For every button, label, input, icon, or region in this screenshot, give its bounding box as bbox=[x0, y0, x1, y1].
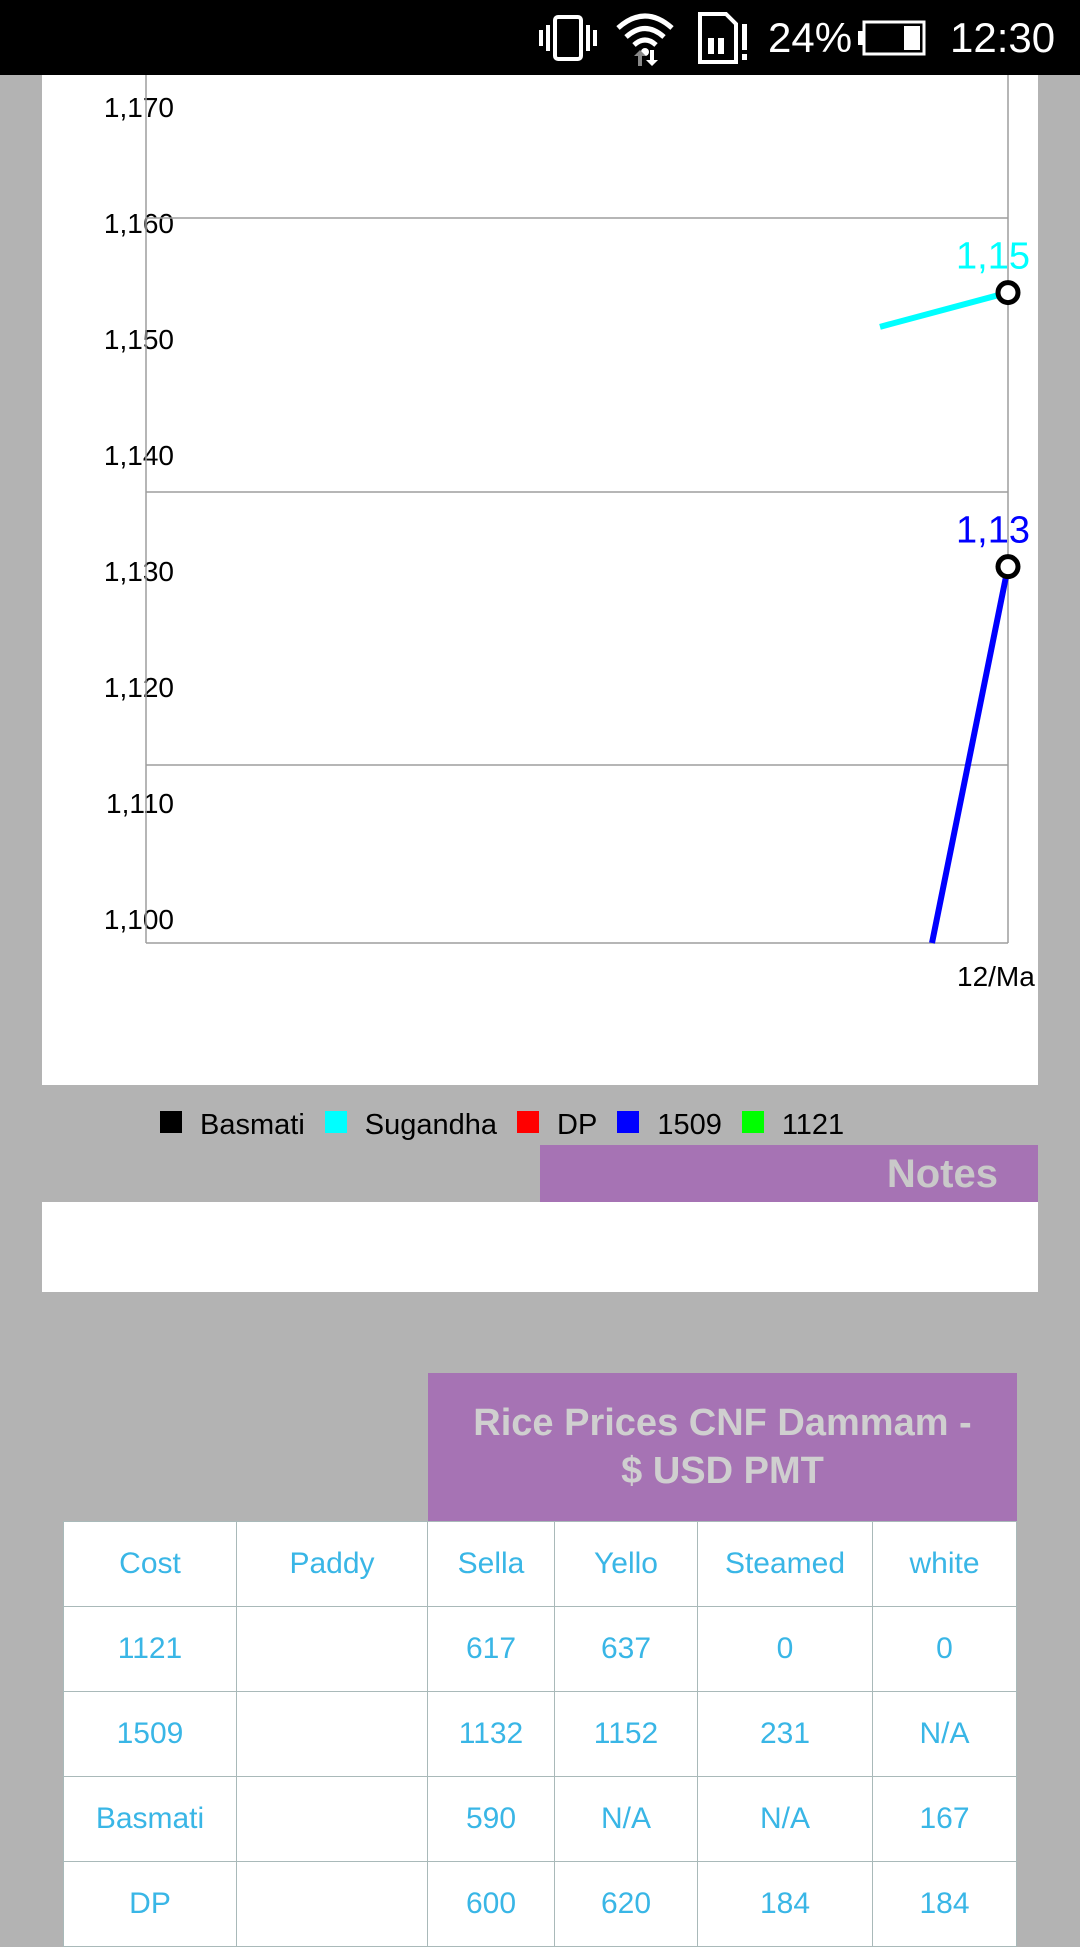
table-cell: 1121 bbox=[63, 1606, 237, 1692]
legend-label: Sugandha bbox=[364, 1109, 498, 1141]
data-point-sugandha bbox=[995, 280, 1021, 306]
table-cell: N/A bbox=[554, 1776, 698, 1862]
series-line-1509 bbox=[929, 566, 1011, 944]
table-row: Basmati 590 N/A N/A 167 bbox=[63, 1776, 1017, 1862]
legend-label: 1509 bbox=[657, 1109, 722, 1141]
table-cell: Basmati bbox=[63, 1776, 237, 1862]
table-cell: N/A bbox=[697, 1776, 873, 1862]
column-header: Sella bbox=[427, 1521, 555, 1607]
wifi-icon bbox=[614, 0, 676, 75]
table-cell: 590 bbox=[427, 1776, 555, 1862]
table-cell bbox=[236, 1776, 428, 1862]
table-cell: 1152 bbox=[554, 1691, 698, 1777]
data-label-sugandha: 1,15 bbox=[956, 236, 1030, 278]
column-header: Steamed bbox=[697, 1521, 873, 1607]
legend-item-1509: 1509 bbox=[617, 1109, 722, 1142]
table-cell: 637 bbox=[554, 1606, 698, 1692]
table-cell: 617 bbox=[427, 1606, 555, 1692]
status-bar: 24% 12:30 bbox=[0, 0, 1080, 75]
legend-item-basmati: Basmati bbox=[160, 1109, 305, 1142]
clock: 12:30 bbox=[950, 13, 1056, 61]
table-cell: 620 bbox=[554, 1861, 698, 1947]
table-row: 1121 617 637 0 0 bbox=[63, 1606, 1017, 1692]
prices-table: Cost Paddy Sella Yello Steamed white 112… bbox=[63, 1521, 1017, 1947]
table-header-row: Cost Paddy Sella Yello Steamed white bbox=[63, 1521, 1017, 1607]
line-chart-plot: 1,15 1,13 12/Ma bbox=[145, 75, 1035, 992]
y-tick-label: 1,150 bbox=[103, 324, 174, 355]
column-header: Cost bbox=[63, 1521, 237, 1607]
legend-item-dp: DP bbox=[517, 1109, 597, 1142]
table-cell: 1132 bbox=[427, 1691, 555, 1777]
y-tick-label: 1,170 bbox=[103, 92, 174, 123]
table-row: 1509 1132 1152 231 N/A bbox=[63, 1691, 1017, 1777]
table-row: DP 600 620 184 184 bbox=[63, 1861, 1017, 1947]
sim-alert-icon bbox=[696, 0, 752, 75]
y-tick-label: 1,100 bbox=[103, 904, 174, 935]
table-cell: 1509 bbox=[63, 1691, 237, 1777]
column-header: Yello bbox=[554, 1521, 698, 1607]
y-tick-label: 1,160 bbox=[103, 208, 174, 239]
price-chart-card: 1,170 1,160 1,150 1,140 1,130 1,120 1,11… bbox=[42, 75, 1038, 1141]
table-cell: N/A bbox=[872, 1691, 1017, 1777]
table-cell: 0 bbox=[697, 1606, 873, 1692]
data-point-1509 bbox=[995, 554, 1021, 580]
chart-legend: Basmati Sugandha DP 1509 1121 bbox=[160, 1109, 864, 1142]
prices-table-title: Rice Prices CNF Dammam - $ USD PMT bbox=[428, 1373, 1017, 1521]
table-cell bbox=[236, 1861, 428, 1947]
y-tick-label: 1,110 bbox=[106, 788, 174, 819]
battery-percent: 24% bbox=[768, 13, 853, 61]
legend-label: Basmati bbox=[200, 1109, 305, 1141]
legend-swatch bbox=[617, 1110, 640, 1133]
column-header: white bbox=[872, 1521, 1017, 1607]
y-tick-label: 1,120 bbox=[103, 672, 174, 703]
legend-swatch bbox=[160, 1110, 182, 1133]
legend-item-1121: 1121 bbox=[741, 1109, 845, 1142]
series-line-sugandha bbox=[879, 289, 1009, 330]
legend-swatch bbox=[517, 1110, 540, 1133]
battery-icon bbox=[858, 0, 928, 75]
x-tick-label: 12/Ma bbox=[957, 961, 1035, 992]
table-cell bbox=[236, 1691, 428, 1777]
y-tick-label: 1,140 bbox=[103, 440, 174, 471]
legend-label: DP bbox=[557, 1109, 598, 1141]
data-label-1509: 1,13 bbox=[956, 510, 1030, 552]
legend-item-sugandha: Sugandha bbox=[324, 1109, 498, 1142]
vibrate-icon bbox=[538, 0, 598, 75]
table-cell: 0 bbox=[872, 1606, 1017, 1692]
y-tick-label: 1,130 bbox=[103, 556, 174, 587]
legend-swatch bbox=[741, 1110, 764, 1133]
legend-swatch bbox=[324, 1110, 347, 1133]
notes-body bbox=[42, 1202, 1038, 1292]
table-cell: 231 bbox=[697, 1691, 873, 1777]
table-cell bbox=[236, 1606, 428, 1692]
table-cell: 167 bbox=[872, 1776, 1017, 1862]
table-cell: 600 bbox=[427, 1861, 555, 1947]
legend-label: 1121 bbox=[781, 1109, 845, 1141]
table-cell: 184 bbox=[697, 1861, 873, 1947]
column-header: Paddy bbox=[236, 1521, 428, 1607]
table-cell: DP bbox=[63, 1861, 237, 1947]
notes-header: Notes bbox=[540, 1145, 1038, 1203]
table-cell: 184 bbox=[872, 1861, 1017, 1947]
